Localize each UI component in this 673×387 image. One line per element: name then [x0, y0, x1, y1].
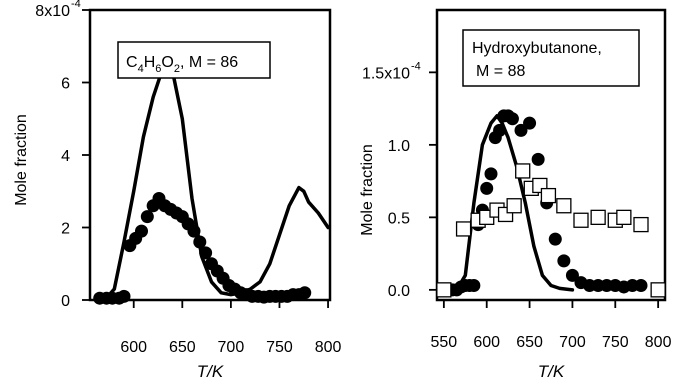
data-point-circle	[484, 167, 498, 181]
formula-4: 4	[138, 63, 144, 75]
data-point-circle	[480, 181, 494, 195]
y-ticks-left: 0 2 4 6 8x10 -4	[35, 0, 90, 310]
legend-label-left: C4H6O2, M = 86	[126, 54, 238, 75]
x-tick-label: 650	[516, 334, 543, 351]
data-point-circle	[493, 123, 507, 137]
x-tick-label: 750	[266, 339, 293, 356]
data-point-circle	[531, 152, 545, 166]
data-point-circle	[199, 246, 213, 260]
data-point-circle	[187, 224, 201, 238]
x-tick-label: 700	[559, 334, 586, 351]
data-point-square	[650, 282, 666, 298]
x-tick-label: 800	[645, 334, 672, 351]
legend-box-left	[117, 41, 271, 79]
data-point-square	[590, 209, 606, 226]
series-left	[93, 62, 330, 305]
data-point-circle	[467, 279, 481, 292]
y-ticks-right: 0.0 0.5 1.0 1.5x10 -4	[362, 60, 437, 300]
model-curve	[454, 114, 575, 292]
data-point-circle	[514, 123, 528, 137]
x-tick-label: 600	[473, 334, 500, 351]
data-point-square	[436, 282, 452, 298]
data-point-square	[573, 212, 589, 228]
y-tick-label: 0.0	[388, 283, 410, 300]
x-tick-label: 750	[602, 334, 629, 351]
y-multiplier-exponent: -4	[411, 60, 421, 72]
plot-frame-right	[435, 8, 667, 302]
x-axis-title-right: T/K	[538, 362, 565, 381]
y-tick-label: 1.5x10	[362, 65, 410, 82]
x-tick-label: 800	[315, 339, 342, 356]
x-ticks-left: 600 650 700 750 800	[120, 300, 342, 356]
x-axis-title-left: T/K	[197, 362, 224, 381]
y-multiplier-exponent: -4	[71, 0, 81, 10]
data-point-circle	[117, 289, 131, 303]
y-axis-title-right: Mole fraction	[359, 144, 376, 236]
data-point-circle	[134, 224, 148, 238]
data-point-circle	[548, 232, 562, 246]
legend-line1-right: Hydroxybutanone,	[472, 40, 602, 57]
y-tick-label: 0.5	[388, 210, 410, 227]
data-point-square	[455, 221, 472, 237]
series-right	[436, 109, 666, 298]
formula-C: C	[126, 54, 138, 71]
data-point-square	[633, 216, 649, 233]
x-ticks-right: 550 600 650 700 750 800	[431, 300, 672, 351]
formula-O: O	[161, 54, 173, 71]
y-tick-label: 6	[61, 76, 70, 93]
data-point-square	[540, 187, 557, 204]
legend-box-right	[462, 29, 640, 87]
y-tick-label: 0	[61, 293, 70, 310]
data-point-circle	[193, 235, 207, 249]
data-point-square	[556, 198, 572, 214]
data-point-square	[616, 209, 632, 226]
data-point-circle	[140, 210, 154, 224]
x-tick-label: 650	[169, 339, 196, 356]
data-point-square	[515, 163, 531, 179]
formula-6: 6	[155, 63, 161, 75]
formula-2: 2	[174, 63, 180, 75]
data-point-circle	[557, 254, 571, 268]
data-point-circle	[298, 286, 312, 300]
data-point-square	[506, 198, 522, 214]
data-point-circle	[634, 279, 648, 292]
data-point-circle	[505, 112, 519, 126]
y-axis-title-left: Mole fraction	[13, 114, 30, 206]
formula-H: H	[144, 54, 156, 71]
y-tick-label: 8x10	[35, 3, 70, 20]
formula-suffix: , M = 86	[180, 54, 238, 71]
data-point-circle	[565, 268, 579, 282]
chart-right: 550 600 650 700 750 800 0.0 0.5 1.0 1.5x10 -4 Hyd…	[359, 8, 672, 381]
data-point-circle	[523, 116, 537, 130]
model-curve	[102, 62, 330, 302]
y-tick-label: 4	[61, 148, 70, 165]
y-tick-label: 2	[61, 221, 70, 238]
x-tick-label: 600	[120, 339, 147, 356]
x-tick-label: 700	[218, 339, 245, 356]
x-tick-label: 550	[431, 334, 458, 351]
y-tick-label: 1.0	[388, 138, 410, 155]
legend-line2-right: M = 88	[476, 63, 525, 80]
